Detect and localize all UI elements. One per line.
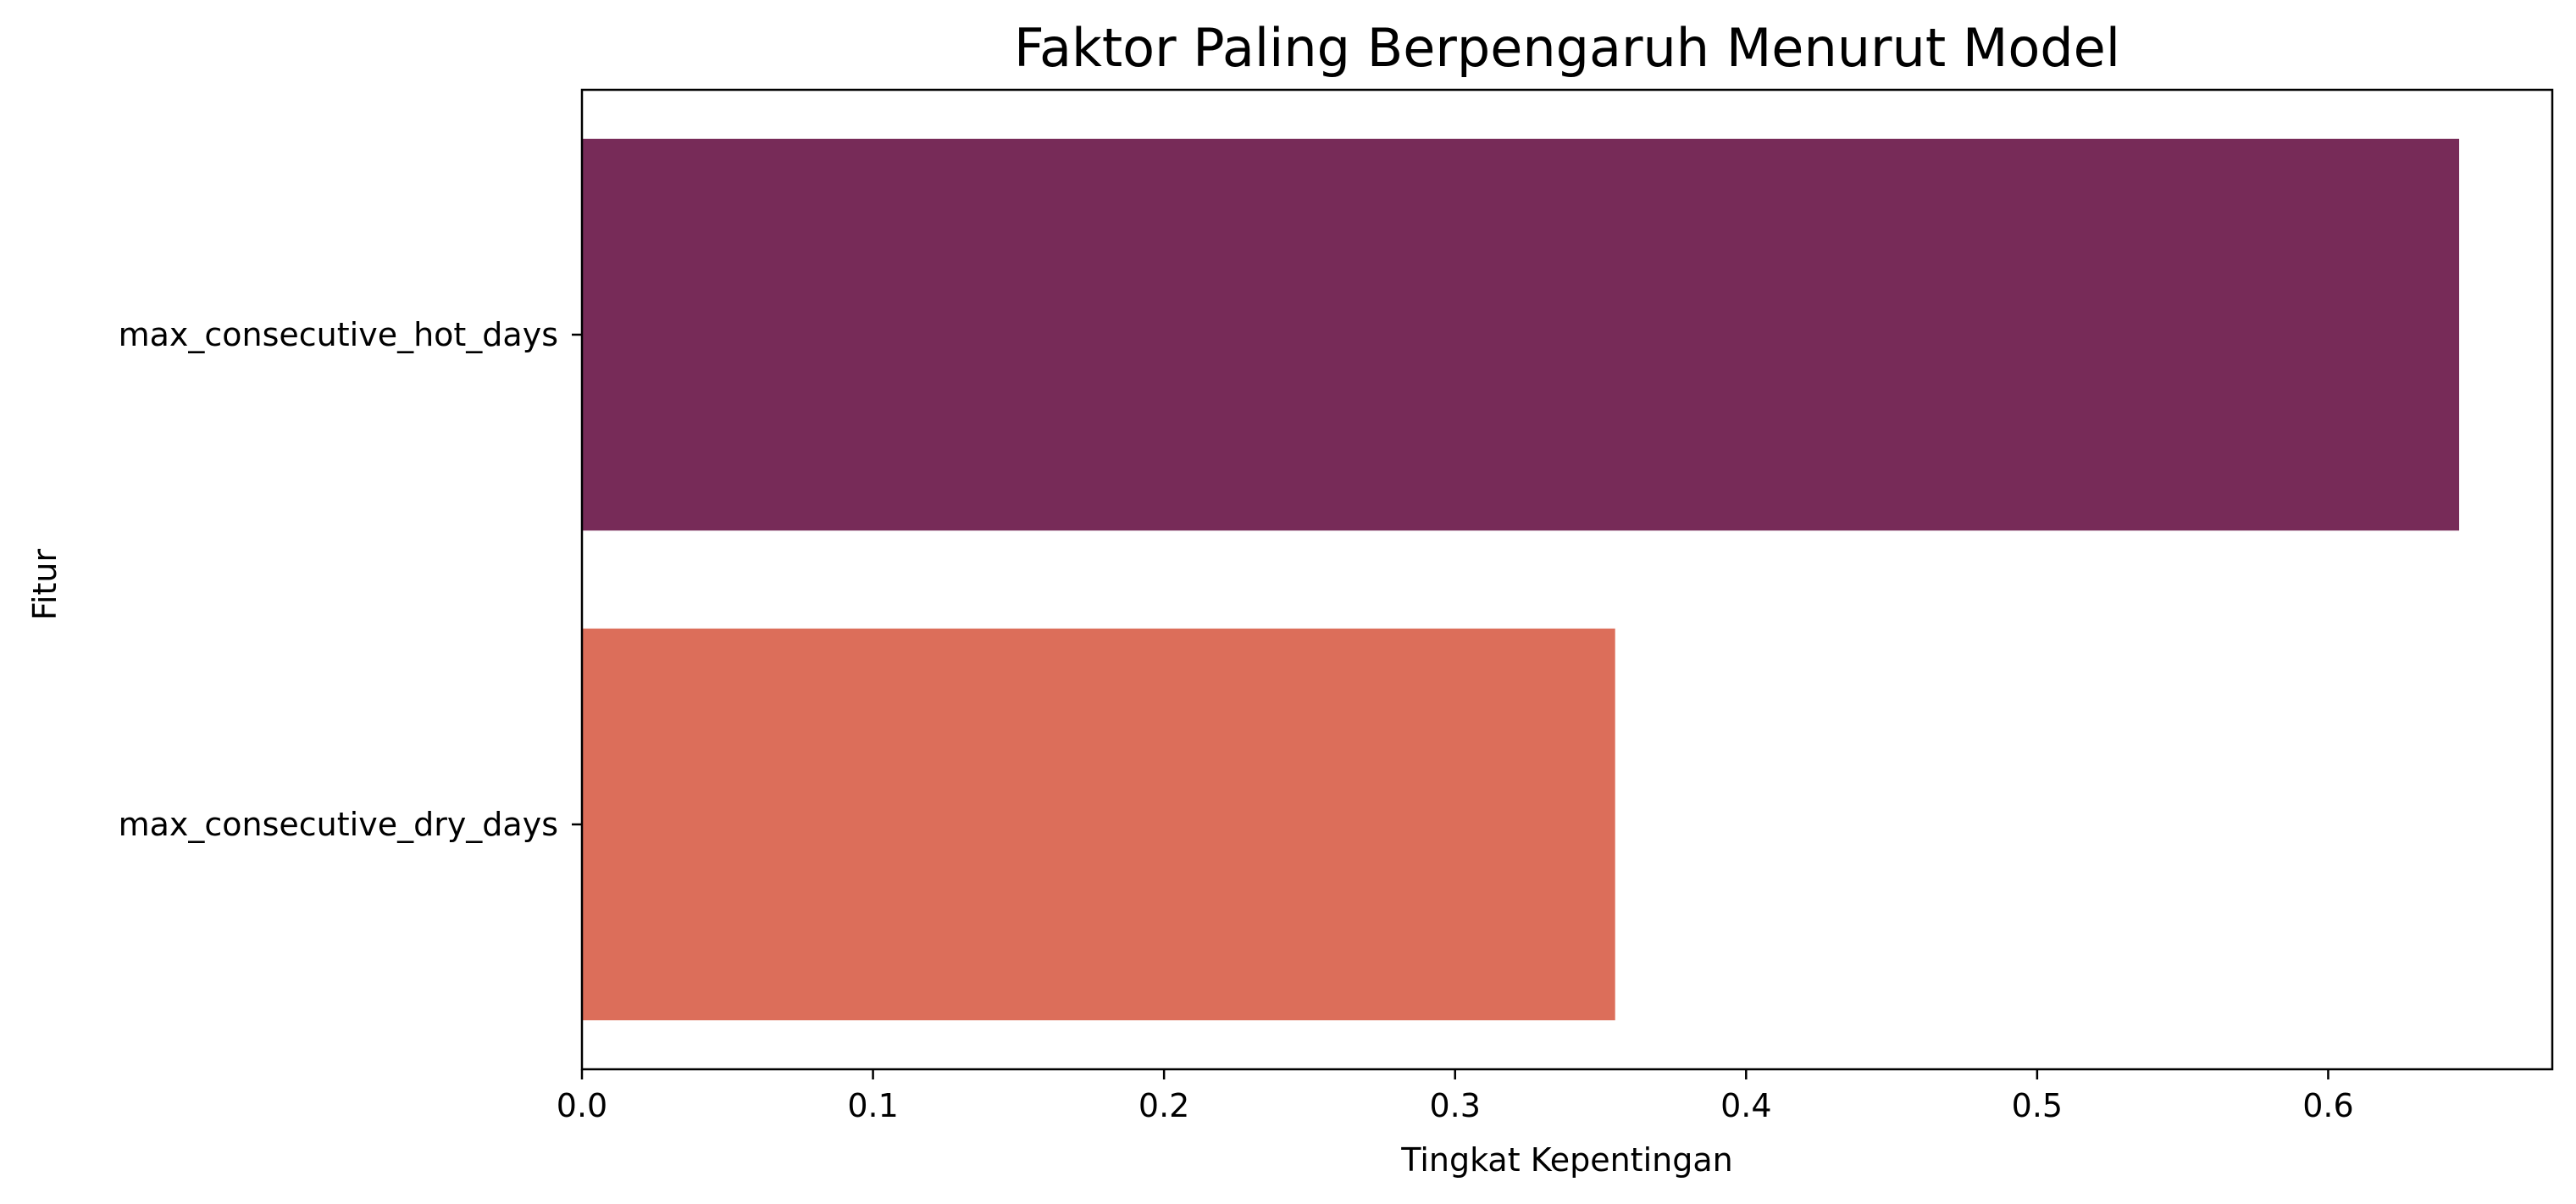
- y-tick-label: max_consecutive_hot_days: [119, 316, 558, 353]
- bar-max-consecutive-hot-days: [582, 138, 2460, 531]
- x-tick-label: 0.6: [2302, 1087, 2353, 1124]
- x-tick-label: 0.2: [1138, 1087, 1189, 1124]
- x-axis-label: Tingkat Kepentingan: [1400, 1141, 1732, 1179]
- plot-frame: [580, 88, 2554, 1071]
- x-tick-label: 0.5: [2012, 1087, 2063, 1124]
- chart-title: Faktor Paling Berpengaruh Menurut Model: [1014, 17, 2120, 79]
- x-tick-label: 0.1: [847, 1087, 898, 1124]
- x-tick-label: 0.3: [1430, 1087, 1481, 1124]
- y-tick-label: max_consecutive_dry_days: [119, 806, 558, 843]
- x-tick-label: 0.0: [557, 1087, 607, 1124]
- y-axis-label: Fitur: [26, 548, 64, 620]
- y-axis-ticks: max_consecutive_hot_days max_consecutive_…: [119, 316, 582, 843]
- x-tick-label: 0.4: [1720, 1087, 1771, 1124]
- x-axis-ticks: 0.0 0.1 0.2 0.3 0.4 0.5 0.6: [557, 1069, 2354, 1124]
- bars-layer: [582, 138, 2460, 1021]
- bar-max-consecutive-dry-days: [582, 628, 1615, 1021]
